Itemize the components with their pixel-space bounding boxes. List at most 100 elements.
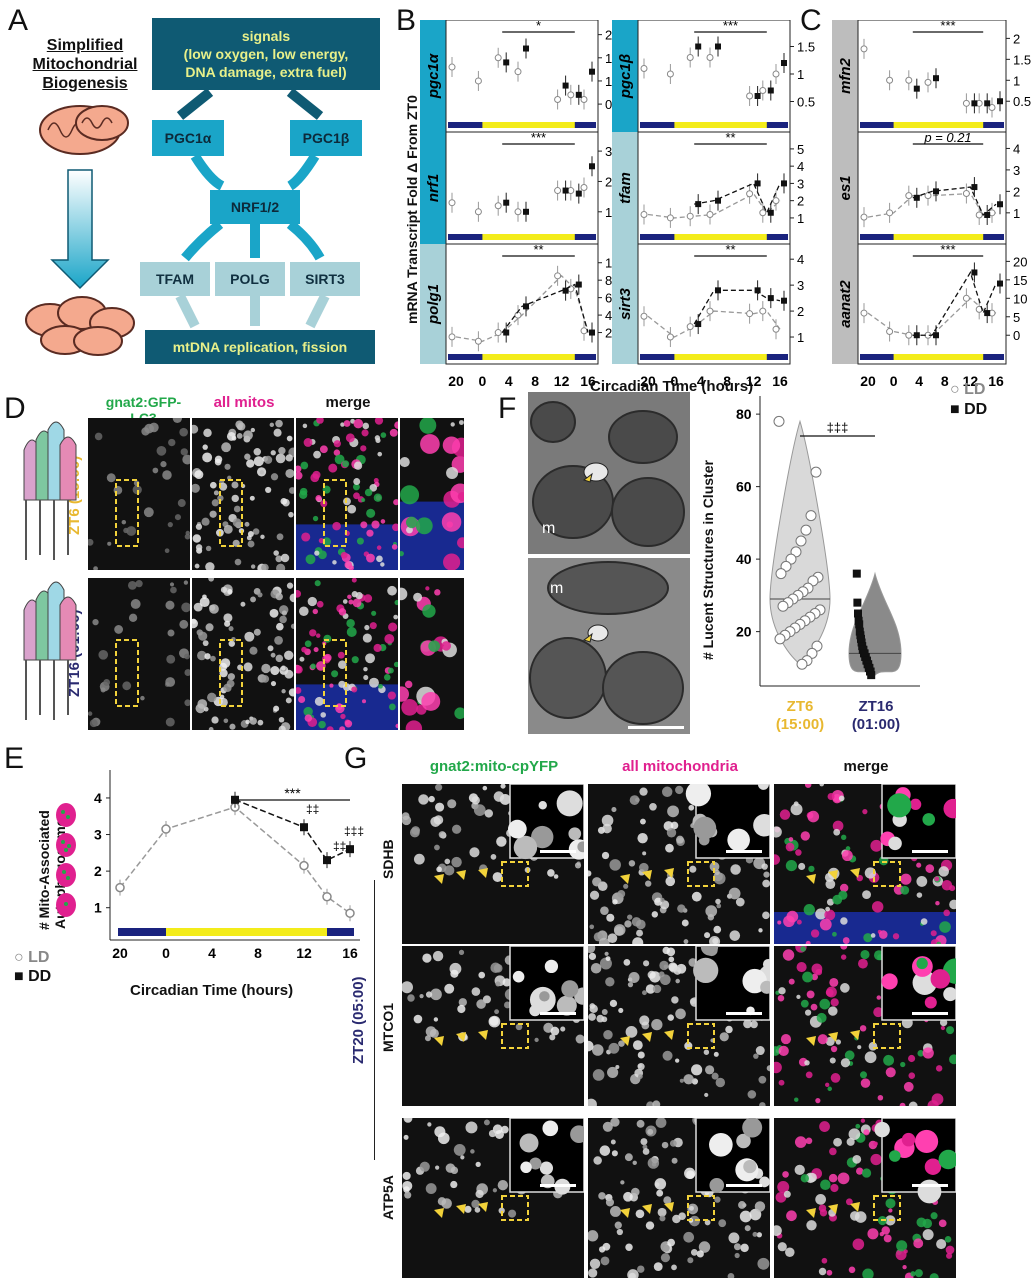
y-tick-label: 1.5 — [1013, 52, 1031, 67]
mito-spot — [607, 933, 618, 944]
y-tick-label: 1 — [94, 900, 102, 916]
mito-spot — [482, 785, 488, 791]
mito-spot — [608, 1042, 620, 1054]
mito-spot — [806, 990, 815, 999]
mito-spot — [450, 1180, 458, 1189]
em-texture — [528, 392, 690, 554]
mito-spot — [879, 930, 888, 939]
mito-spot — [261, 563, 269, 572]
mito-spot — [316, 416, 324, 424]
ld-point — [494, 54, 502, 62]
mito-spot — [925, 864, 935, 873]
mito-spot — [795, 849, 802, 856]
down-arrow-icon — [50, 169, 110, 290]
ld-point — [905, 192, 913, 200]
mito-spot — [590, 962, 602, 974]
mito-spot — [276, 533, 284, 541]
light-bar-light — [893, 354, 984, 360]
mito-spot — [228, 626, 234, 632]
mito-spot — [900, 885, 910, 895]
plot-frame — [637, 243, 791, 365]
zoom-box — [873, 1023, 901, 1049]
mito-spot — [819, 1121, 830, 1132]
mito-spot — [475, 1161, 481, 1168]
mito-spot — [209, 604, 219, 614]
mito-spot — [775, 1191, 787, 1203]
d-merge-image — [294, 416, 402, 571]
mito-spot — [364, 624, 370, 631]
mito-spot — [275, 654, 284, 663]
mito-spot — [637, 1063, 645, 1071]
label-m: m — [550, 580, 564, 597]
mito-spot — [654, 1182, 660, 1187]
sig-label: ‡‡‡ — [827, 420, 849, 435]
mito-spot — [123, 527, 129, 534]
em-texture — [528, 558, 690, 734]
dd-point — [767, 295, 774, 302]
mito-spot — [605, 956, 611, 962]
ld-point — [115, 882, 125, 893]
mito-spot — [645, 880, 652, 887]
dd-point — [933, 332, 939, 339]
mito-spot — [403, 1134, 409, 1140]
g-row2-label: MTCO1 — [380, 1003, 396, 1053]
mito-spot — [615, 1064, 620, 1069]
mito-spot — [299, 487, 308, 496]
mito-spot — [488, 1015, 501, 1028]
mito-spot — [637, 1051, 645, 1059]
arrowhead-icon — [828, 1032, 838, 1042]
arrowhead-icon — [828, 1204, 838, 1214]
d-col2-title: all mitos — [213, 394, 275, 411]
mito-spot — [143, 507, 154, 518]
data-point — [854, 609, 862, 618]
mito-spot — [314, 550, 320, 556]
mito-spot — [315, 495, 322, 502]
g-merge-image — [769, 781, 963, 948]
g-col1-title: gnat2:mito-cpYFP — [429, 758, 559, 775]
title-line-2: Mitochondrial — [32, 56, 138, 73]
ld-point — [860, 213, 868, 221]
mito-spot — [873, 1007, 884, 1018]
mito-spot — [830, 1073, 841, 1083]
zoom-box — [219, 639, 243, 707]
x-tick-label: 20 — [860, 373, 876, 389]
mito-spot — [433, 1017, 439, 1022]
mito-spot — [560, 1026, 566, 1032]
g-row3-label: ATP5A — [380, 1175, 396, 1221]
mito-spot — [856, 1167, 864, 1175]
mito-spot — [428, 795, 435, 803]
y-tick-label: 2 — [605, 28, 612, 43]
mito-spot — [361, 699, 367, 704]
mito-spot — [360, 445, 367, 452]
y-tick-label: 80 — [736, 406, 752, 422]
mito-spot — [355, 592, 363, 600]
mito-spot — [289, 593, 299, 603]
mito-spot — [100, 687, 106, 693]
mito-spot — [771, 1225, 782, 1236]
mito-spot — [227, 475, 232, 480]
ld-point — [345, 908, 355, 918]
fit-curve-DD — [234, 799, 351, 862]
gene-plot-pgc1α: pgc1α0.511.52* — [420, 20, 623, 133]
mito-spot — [273, 550, 279, 556]
mito-spot — [122, 681, 132, 691]
light-bar-light — [893, 234, 984, 240]
dd-point — [767, 87, 774, 94]
gene-plot-es1: es1 1 2 3 4 p = 0.21 — [832, 130, 1020, 245]
mito-spot — [730, 864, 741, 875]
mito-spot — [404, 1191, 412, 1199]
micrograph-texture — [188, 575, 299, 733]
mito-spot — [168, 438, 176, 447]
ld-point — [580, 184, 588, 192]
legend-ld: ○ LD — [950, 381, 986, 398]
mito-spot — [818, 1267, 827, 1276]
mito-spot — [92, 618, 99, 626]
arrow-nrf-sirt3 — [286, 220, 325, 261]
y-tick-label: 0 — [1013, 328, 1020, 343]
scale-bar — [540, 1184, 576, 1187]
arrow-to-pgc1a — [176, 90, 214, 120]
ld-point — [554, 187, 562, 195]
mito-spot — [598, 1192, 606, 1200]
mito-spot — [651, 1018, 663, 1031]
ld-marker-icon: ○ — [950, 381, 965, 398]
